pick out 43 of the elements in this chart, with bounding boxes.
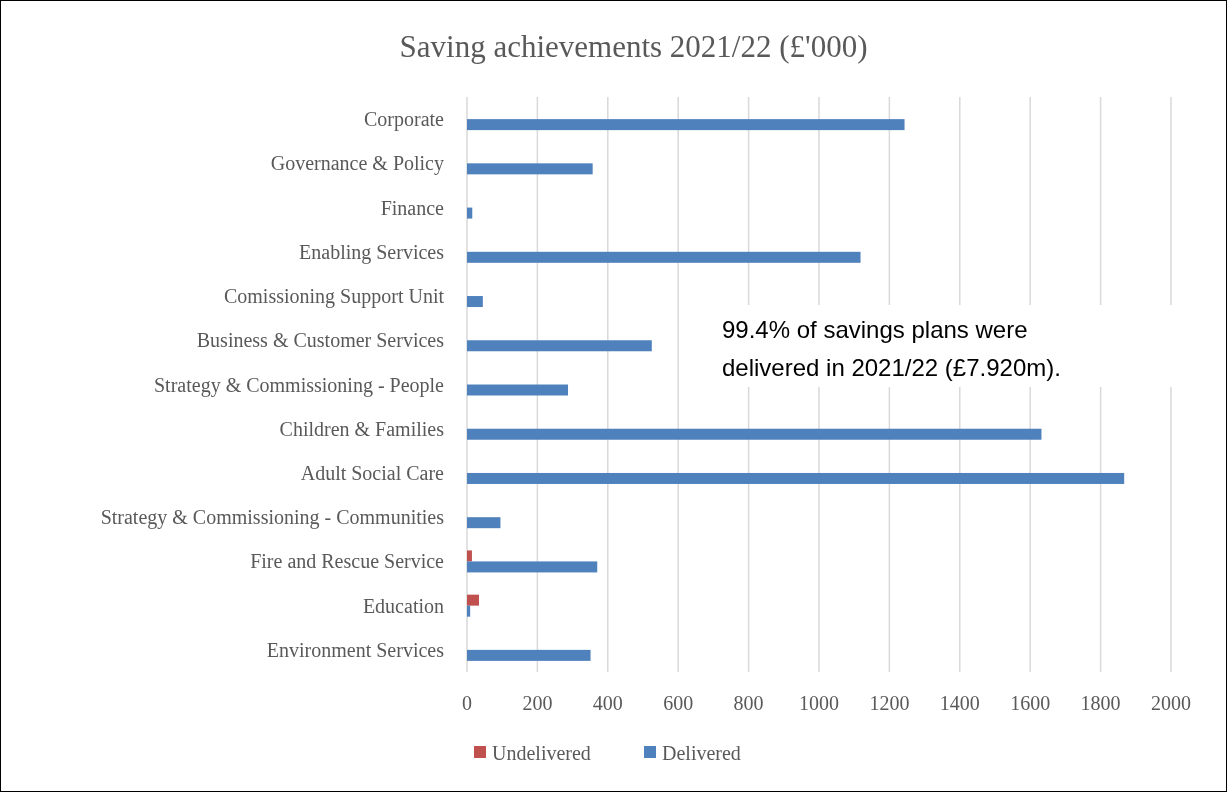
bar xyxy=(467,550,472,562)
bar xyxy=(467,472,1125,484)
y-tick-label: Enabling Services xyxy=(299,240,445,264)
bar xyxy=(467,296,483,308)
y-tick-label: Fire and Rescue Service xyxy=(250,550,445,573)
bar xyxy=(467,605,471,617)
y-tick-label: Children & Families xyxy=(279,417,445,440)
y-tick-label: Corporate xyxy=(364,108,445,132)
x-tick-label: 1400 xyxy=(939,692,980,714)
y-tick-label: Finance xyxy=(380,196,445,219)
bar xyxy=(467,384,569,396)
x-tick-label: 1800 xyxy=(1080,692,1121,714)
x-tick-label: 200 xyxy=(522,692,553,714)
bar xyxy=(467,594,479,606)
y-tick-label: Comissioning Support Unit xyxy=(223,285,445,309)
bar xyxy=(467,649,591,661)
bar xyxy=(467,163,593,175)
y-tick-label: Governance & Policy xyxy=(270,152,444,176)
x-tick-label: 1200 xyxy=(869,692,910,714)
x-tick-label: 2000 xyxy=(1151,692,1191,714)
bar xyxy=(467,561,598,573)
bar xyxy=(467,428,1042,440)
annotation: 99.4% of savings plans were delivered in 2021/22 (£7.920m). xyxy=(722,316,1061,381)
legend-label: Delivered xyxy=(662,742,741,764)
legend-label: Undelivered xyxy=(492,742,591,764)
y-tick-label: Education xyxy=(362,594,444,617)
x-tick-label: 1600 xyxy=(1010,692,1051,714)
x-tick-label: 1000 xyxy=(799,692,839,714)
bar xyxy=(467,517,501,529)
bar xyxy=(467,340,652,352)
x-tick-label: 400 xyxy=(592,692,623,714)
x-tick-label: 600 xyxy=(663,692,694,714)
bar xyxy=(467,207,473,219)
bar xyxy=(467,119,905,131)
bar xyxy=(467,251,861,263)
chart-title: Saving achievements 2021/22 (£'000) xyxy=(399,29,868,64)
y-tick-label: Adult Social Care xyxy=(300,461,445,484)
x-tick-label: 0 xyxy=(462,692,472,714)
x-tick-label: 800 xyxy=(733,692,764,714)
y-tick-label: Strategy & Commissioning - Communities xyxy=(100,506,445,530)
y-tick-label: Environment Services xyxy=(266,638,445,661)
y-tick-label: Strategy & Commissioning - People xyxy=(154,373,445,397)
y-tick-label: Business & Customer Services xyxy=(196,329,445,352)
